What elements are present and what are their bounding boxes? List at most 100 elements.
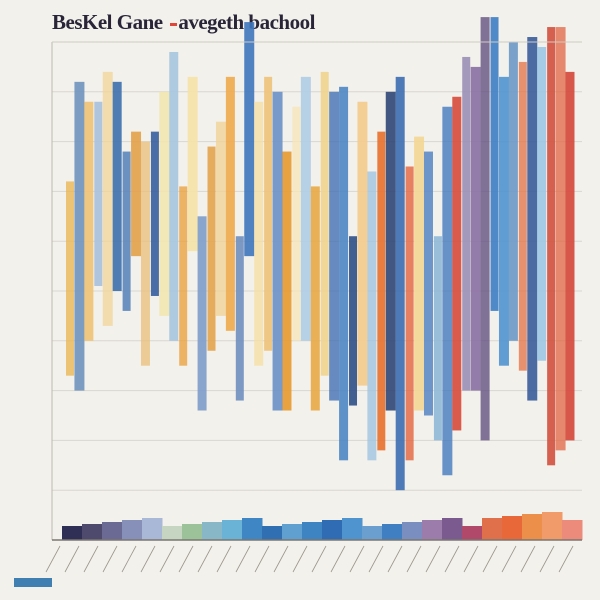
bar xyxy=(480,17,490,441)
bar xyxy=(207,146,216,351)
category-tick xyxy=(330,545,346,573)
category-tick xyxy=(425,545,441,573)
bar xyxy=(349,236,358,406)
bar xyxy=(433,236,442,441)
category-tick xyxy=(501,545,517,573)
bar xyxy=(452,96,462,431)
base-strip-block xyxy=(382,524,403,540)
category-labels xyxy=(45,545,574,573)
chart-title-left: BesKel Gane xyxy=(52,10,163,34)
bar xyxy=(169,51,179,341)
bar xyxy=(423,151,433,416)
footnote-bar xyxy=(14,578,52,587)
category-tick xyxy=(178,545,194,573)
bar xyxy=(292,106,301,341)
base-strip-block xyxy=(402,522,423,540)
base-strip-block xyxy=(442,518,463,540)
bar xyxy=(300,76,311,341)
bar xyxy=(367,171,377,461)
base-strip-block xyxy=(222,520,243,540)
bar xyxy=(395,76,405,491)
bar xyxy=(84,101,94,341)
bar xyxy=(310,186,320,411)
base-strip-block xyxy=(142,518,163,540)
bar xyxy=(385,91,396,411)
bar xyxy=(329,91,340,401)
category-tick xyxy=(311,545,327,573)
category-tick xyxy=(64,545,80,573)
base-strip-block xyxy=(202,522,223,540)
base-strip-block xyxy=(482,518,503,540)
category-tick xyxy=(387,545,403,573)
bar xyxy=(102,71,113,326)
bar xyxy=(254,101,264,366)
base-strip-block xyxy=(542,512,563,540)
category-tick xyxy=(482,545,498,573)
category-tick xyxy=(463,545,479,573)
base-strip-block xyxy=(342,518,363,540)
category-tick xyxy=(197,545,213,573)
bar xyxy=(490,17,499,311)
bar xyxy=(74,81,85,391)
category-tick xyxy=(558,545,574,573)
bar xyxy=(414,136,425,411)
bar xyxy=(518,61,527,371)
bar xyxy=(377,131,386,451)
title-dash xyxy=(170,22,178,26)
base-strip-block xyxy=(422,520,443,540)
bar xyxy=(527,37,538,401)
base-strip-block xyxy=(242,518,263,540)
bar xyxy=(498,76,509,366)
category-tick xyxy=(368,545,384,573)
base-strip-block xyxy=(262,526,283,540)
bar xyxy=(235,236,244,401)
base-strip-block xyxy=(362,526,383,540)
bar xyxy=(131,131,142,257)
bar xyxy=(339,86,349,461)
bar xyxy=(537,46,547,361)
bar xyxy=(140,141,150,366)
bar xyxy=(150,131,159,296)
bar xyxy=(159,91,170,316)
base-strip-block xyxy=(122,520,143,540)
bar xyxy=(244,22,255,257)
bar xyxy=(66,181,74,376)
bar xyxy=(470,66,481,391)
bar xyxy=(357,101,368,386)
bar xyxy=(547,27,556,466)
category-tick xyxy=(235,545,251,573)
category-tick xyxy=(140,545,156,573)
base-strip-block xyxy=(322,520,343,540)
bar xyxy=(320,71,329,376)
category-tick xyxy=(83,545,99,573)
category-tick xyxy=(121,545,137,573)
axes xyxy=(51,41,582,541)
base-strip-block xyxy=(462,526,483,540)
bar xyxy=(225,76,235,331)
bar xyxy=(442,106,453,476)
category-tick xyxy=(273,545,289,573)
bar xyxy=(462,56,471,391)
category-tick xyxy=(216,545,232,573)
bar xyxy=(508,42,518,341)
bar xyxy=(405,166,414,461)
base-strip-block xyxy=(162,526,183,540)
bar xyxy=(112,81,122,291)
base-strip-block xyxy=(522,514,543,540)
category-tick xyxy=(159,545,175,573)
bar xyxy=(122,151,131,311)
bar xyxy=(215,121,226,316)
bars xyxy=(66,17,575,491)
bar xyxy=(555,27,566,451)
base-strip-block xyxy=(82,524,103,540)
base-strip-block xyxy=(302,522,323,540)
category-tick xyxy=(539,545,555,573)
category-tick xyxy=(520,545,536,573)
bar xyxy=(94,101,103,287)
category-tick xyxy=(444,545,460,573)
bar xyxy=(565,71,575,441)
bar xyxy=(179,186,188,366)
base-strip-block xyxy=(562,520,583,540)
